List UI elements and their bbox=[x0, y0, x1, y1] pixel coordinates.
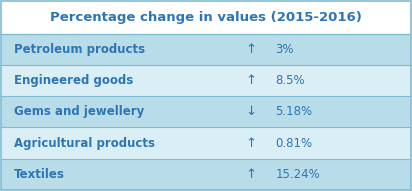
FancyBboxPatch shape bbox=[1, 34, 411, 65]
Text: 5.18%: 5.18% bbox=[276, 105, 313, 118]
Text: 8.5%: 8.5% bbox=[276, 74, 305, 87]
FancyBboxPatch shape bbox=[1, 1, 411, 34]
Text: ↑: ↑ bbox=[246, 74, 257, 87]
Text: 15.24%: 15.24% bbox=[276, 168, 320, 180]
Text: Agricultural products: Agricultural products bbox=[14, 137, 154, 150]
Text: Gems and jewellery: Gems and jewellery bbox=[14, 105, 144, 118]
Text: Textiles: Textiles bbox=[14, 168, 65, 180]
FancyBboxPatch shape bbox=[1, 159, 411, 190]
Text: Engineered goods: Engineered goods bbox=[14, 74, 133, 87]
FancyBboxPatch shape bbox=[1, 128, 411, 159]
Text: 0.81%: 0.81% bbox=[276, 137, 313, 150]
Text: ↓: ↓ bbox=[246, 105, 257, 118]
FancyBboxPatch shape bbox=[1, 96, 411, 128]
Text: ↑: ↑ bbox=[246, 43, 257, 56]
Text: 3%: 3% bbox=[276, 43, 294, 56]
Text: ↑: ↑ bbox=[246, 168, 257, 180]
Text: ↑: ↑ bbox=[246, 137, 257, 150]
Text: Percentage change in values (2015-2016): Percentage change in values (2015-2016) bbox=[50, 11, 362, 24]
Text: Petroleum products: Petroleum products bbox=[14, 43, 145, 56]
FancyBboxPatch shape bbox=[1, 65, 411, 96]
